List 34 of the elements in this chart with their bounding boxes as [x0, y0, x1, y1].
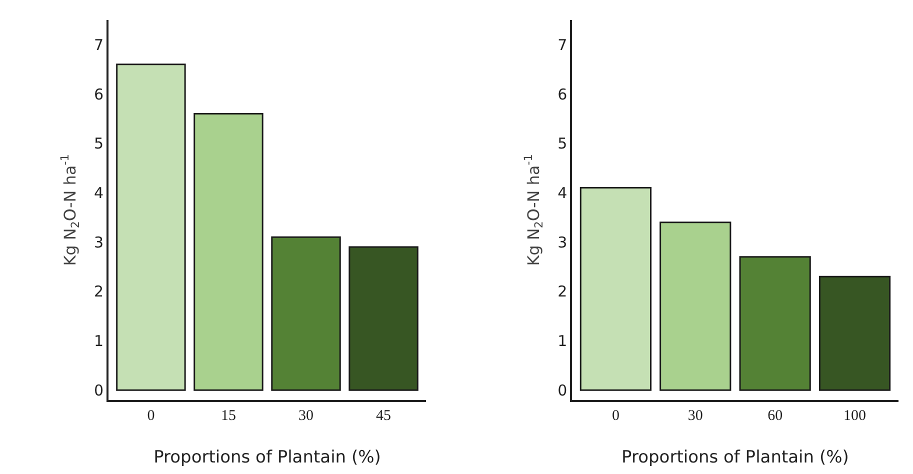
y-tick-label: 3: [558, 233, 568, 252]
bar: [116, 64, 186, 391]
bar: [348, 246, 418, 391]
y-tick-label: 5: [94, 134, 104, 153]
y-tick-label: 7: [558, 36, 568, 54]
x-tick-label: 45: [376, 408, 392, 424]
y-tick-label: 1: [94, 332, 104, 350]
x-tick-label: 60: [768, 408, 783, 424]
y-tick-label: 6: [94, 85, 104, 104]
bar: [271, 236, 341, 391]
y-tick-label: 5: [558, 134, 568, 153]
bar: [660, 222, 732, 391]
x-tick-label: 30: [298, 408, 314, 424]
y-tick-label: 4: [94, 184, 104, 202]
bar: [194, 113, 264, 391]
y-tick-label: 0: [94, 381, 104, 400]
x-tick-label: 100: [844, 408, 866, 424]
y-tick-label: 1: [558, 332, 568, 350]
x-tick-label: 15: [220, 408, 236, 424]
x-axis-title: Proportions of Plantain (%): [154, 448, 381, 468]
x-axis-title: Proportions of Plantain (%): [622, 448, 849, 468]
y-tick-label: 6: [558, 85, 568, 104]
y-tick-label: 3: [94, 233, 104, 252]
x-tick-label: 0: [147, 408, 155, 424]
y-tick-label: 0: [558, 381, 568, 400]
bar: [580, 187, 652, 391]
bar: [739, 256, 811, 391]
y-tick-label: 4: [558, 184, 568, 202]
y-tick-label: 2: [94, 282, 104, 301]
y-tick-label: 2: [558, 282, 568, 301]
x-tick-label: 30: [688, 408, 703, 424]
bar: [818, 276, 891, 391]
y-tick-label: 7: [94, 36, 104, 54]
x-tick-label: 0: [612, 408, 620, 424]
